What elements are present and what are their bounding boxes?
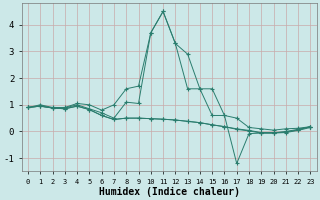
X-axis label: Humidex (Indice chaleur): Humidex (Indice chaleur)	[99, 186, 240, 197]
